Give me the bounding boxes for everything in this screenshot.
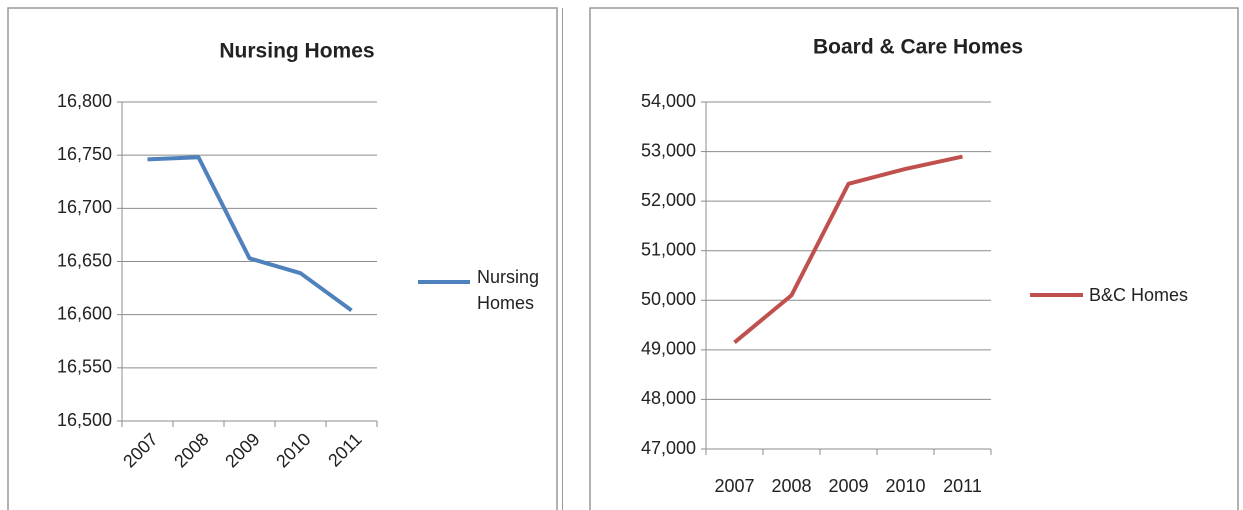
x-tick-label: 2010 <box>885 476 925 496</box>
y-tick-label: 16,600 <box>57 303 112 323</box>
x-tick-label: 2009 <box>828 476 868 496</box>
chart-frame <box>7 7 558 510</box>
legend-label: B&C Homes <box>1089 285 1189 305</box>
y-tick-label: 52,000 <box>641 190 696 210</box>
x-tick-label: 2008 <box>771 476 811 496</box>
x-tick-label: 2009 <box>221 429 263 471</box>
x-tick-label: 2011 <box>324 429 366 471</box>
data-line <box>733 154 963 344</box>
y-tick-label: 49,000 <box>641 339 696 359</box>
data-line <box>147 155 353 313</box>
y-tick-label: 51,000 <box>641 239 696 259</box>
y-tick-label: 53,000 <box>641 140 696 160</box>
x-tick-label: 2011 <box>943 476 982 496</box>
x-tick-label: 2007 <box>714 476 754 496</box>
x-tick-label: 2010 <box>272 429 314 471</box>
y-tick-label: 16,550 <box>57 357 112 377</box>
chart-title: Board & Care Homes <box>813 36 1023 59</box>
x-tick-label: 2007 <box>119 429 161 471</box>
y-tick-label: 47,000 <box>641 438 696 458</box>
y-tick-label: 16,700 <box>57 197 112 217</box>
x-tick-label: 2008 <box>170 429 212 471</box>
y-tick-label: 48,000 <box>641 388 696 408</box>
legend-label: Nursing Homes <box>477 267 540 313</box>
y-tick-label: 54,000 <box>641 91 696 111</box>
y-tick-label: 16,650 <box>57 250 112 270</box>
y-tick-label: 16,500 <box>57 410 112 430</box>
y-tick-label: 50,000 <box>641 289 696 309</box>
chart-frame <box>589 7 1239 510</box>
y-tick-label: 16,750 <box>57 144 112 164</box>
separator <box>562 8 563 510</box>
y-tick-label: 16,800 <box>57 91 112 111</box>
chart-title: Nursing Homes <box>219 40 374 63</box>
